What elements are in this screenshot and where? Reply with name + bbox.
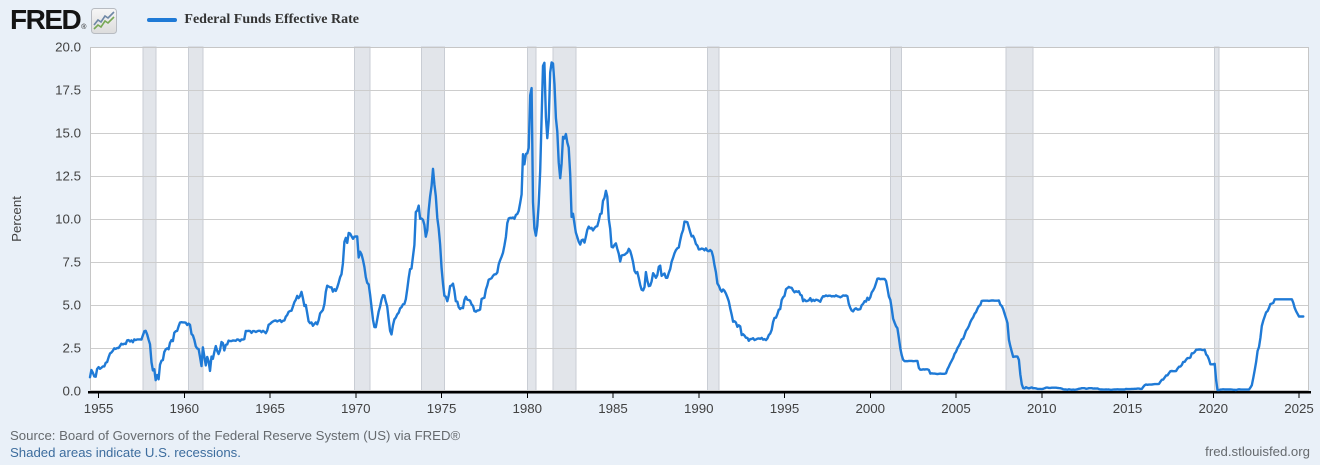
chart-header: FRED ® Federal Funds Effective Rate <box>10 4 359 36</box>
x-tick-label: 1955 <box>84 401 114 416</box>
y-tick-label: 0.0 <box>63 384 82 399</box>
legend-line-swatch <box>147 18 178 22</box>
y-axis-title: Percent <box>9 196 24 242</box>
fred-url-text: fred.stlouisfed.org <box>1205 444 1310 459</box>
chart-footer: Source: Board of Governors of the Federa… <box>10 427 460 461</box>
fred-logo[interactable]: FRED ® <box>10 3 118 35</box>
x-tick-label: 1975 <box>427 401 457 416</box>
x-tick-label: 1960 <box>170 401 200 416</box>
source-text: Source: Board of Governors of the Federa… <box>10 428 461 443</box>
x-tick-label: 2000 <box>856 401 886 416</box>
x-tick-label: 2025 <box>1284 401 1314 416</box>
registered-mark: ® <box>81 23 87 31</box>
x-tick-label: 1995 <box>770 401 800 416</box>
x-tick-label: 1965 <box>255 401 285 416</box>
x-tick-label: 1980 <box>513 401 543 416</box>
y-tick-label: 12.5 <box>55 169 81 184</box>
fred-logo-text: FRED <box>10 3 82 35</box>
recessions-note-link[interactable]: Shaded areas indicate U.S. recessions. <box>10 445 241 460</box>
y-tick-label: 5.0 <box>63 298 82 313</box>
plot-border <box>90 47 1309 391</box>
y-tick-label: 15.0 <box>55 126 81 141</box>
y-tick-label: 7.5 <box>63 255 82 270</box>
y-tick-label: 20.0 <box>55 40 81 55</box>
x-tick-label: 2010 <box>1027 401 1057 416</box>
x-tick-label: 2020 <box>1199 401 1229 416</box>
x-tick-label: 1970 <box>341 401 371 416</box>
x-tick-label: 2015 <box>1113 401 1143 416</box>
x-tick-label: 1985 <box>598 401 628 416</box>
fred-logo-graph-icon <box>91 7 118 34</box>
chart-plot[interactable]: 0.0 2.5 5.0 7.5 10.0 12.5 15.0 17.5 20.0 1955 1960… <box>0 0 1320 425</box>
x-tick-label: 2005 <box>941 401 971 416</box>
x-tick-label: 1990 <box>684 401 714 416</box>
legend-label: Federal Funds Effective Rate <box>184 12 359 27</box>
series-line-federal-funds-rate <box>88 61 1305 392</box>
legend: Federal Funds Effective Rate <box>147 12 359 28</box>
y-tick-label: 17.5 <box>55 83 81 98</box>
y-tick-label: 10.0 <box>55 212 81 227</box>
y-tick-label: 2.5 <box>63 341 82 356</box>
